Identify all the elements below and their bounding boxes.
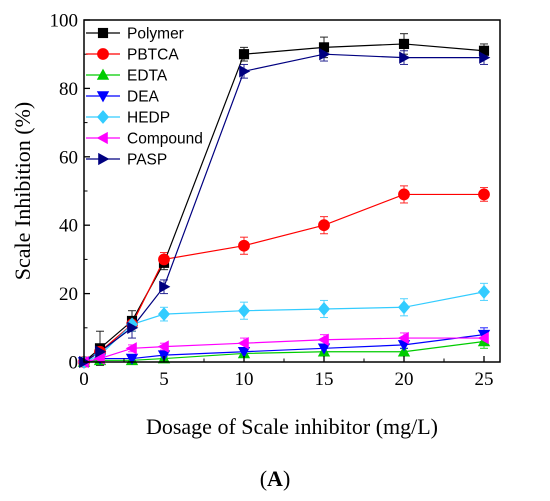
series-line-hedp [83,291,485,363]
data-point-pasp [159,280,171,293]
x-tick-label: 25 [475,369,494,390]
data-point-compound [157,340,169,353]
data-point-compound [477,331,489,345]
data-point-pbtca [158,253,170,266]
legend-label: EDTA [127,68,168,85]
data-point-compound [125,342,137,355]
legend-marker-polymer [97,27,109,39]
legend-label: PASP [127,152,167,169]
legend-marker-hedp [96,110,110,124]
y-tick-label: 0 [69,353,79,374]
data-point-pbtca [398,188,410,201]
y-tick-label: 100 [50,11,79,32]
data-point-polymer [238,49,250,60]
data-point-hedp [317,302,331,316]
series-line-dea [83,334,485,363]
legend-marker-pbtca [97,48,109,60]
y-axis-title: Scale Inhibition (%) [10,102,35,280]
series-lines [83,43,485,363]
legend-label: DEA [127,89,160,106]
legend-marker-edta [96,68,110,80]
tick-labels: 0 5 10 15 20 25 0 20 40 60 80 100 [50,11,494,391]
data-point-compound [397,331,409,345]
data-point-dea [317,343,331,355]
x-tick-label: 20 [395,369,414,390]
data-point-hedp [157,307,171,322]
panel-label-open: ( [260,466,267,491]
y-tick-label: 80 [59,79,78,100]
y-tick-label: 60 [59,147,78,168]
legend-label: Compound [127,131,203,148]
legend-item-pbtca: PBTCA [86,47,179,64]
x-tick-label: 10 [235,369,254,390]
axis-ticks [83,19,485,363]
series-line-compound [83,337,484,363]
series-line-pbtca [83,193,484,363]
data-point-compound [237,337,249,350]
legend-item-hedp: HEDP [86,110,170,127]
x-tick-label: 0 [79,369,89,390]
data-point-pasp [239,65,251,78]
legend-label: Polymer [127,26,184,43]
series-line-pasp [83,53,484,363]
legend-item-polymer: Polymer [86,26,184,43]
panel-label: (A) [260,466,291,491]
series-line-edta [83,340,485,363]
data-point-dea [125,353,139,365]
legend: Polymer PBTCA EDTA DEA HEDP Compound PASP [86,26,203,169]
legend-item-pasp: PASP [86,152,167,169]
data-point-pasp [95,345,107,358]
data-point-compound [317,333,329,346]
data-point-hedp [237,303,251,318]
y-tick-label: 40 [59,216,78,237]
legend-marker-pasp [98,152,110,166]
x-tick-label: 15 [315,369,334,390]
data-point-pbtca [238,239,250,252]
data-point-hedp [477,284,491,299]
data-point-hedp [397,300,411,315]
series-line-polymer [83,43,485,363]
data-point-pbtca [478,188,490,201]
legend-item-dea: DEA [86,89,160,106]
legend-item-compound: Compound [86,131,203,148]
data-point-pasp [479,51,491,64]
panel-label-letter: A [267,466,283,491]
panel-label-close: ) [283,466,290,491]
data-point-pasp [127,321,139,334]
legend-marker-dea [96,91,110,103]
legend-marker-compound [96,131,108,145]
y-tick-label: 20 [59,284,78,305]
data-point-dea [157,350,171,362]
data-point-dea [237,346,251,359]
data-point-polymer [398,38,410,50]
data-point-pasp [319,48,331,61]
legend-label: HEDP [127,110,170,127]
data-point-pasp [399,51,411,64]
x-axis-title: Dosage of Scale inhibitor (mg/L) [146,414,438,439]
legend-label: PBTCA [127,47,179,64]
legend-item-edta: EDTA [86,68,168,85]
data-point-pbtca [318,219,330,232]
x-tick-label: 5 [159,369,169,390]
